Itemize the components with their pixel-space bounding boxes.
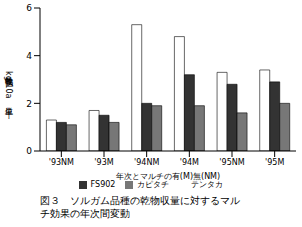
html-text:FS902: FS902 [90, 180, 116, 189]
svg-text:'94NM: '94NM [134, 158, 159, 167]
svg-text:'94M: '94M [180, 158, 199, 167]
html-text:テンタカ: テンタカ [191, 180, 224, 189]
svg-text:6: 6 [26, 3, 32, 13]
svg-text:0: 0 [26, 146, 32, 156]
svg-text:2: 2 [26, 99, 32, 109]
svg-text:年次とマルチの有(M)無(NM): 年次とマルチの有(M)無(NM) [116, 172, 220, 181]
html-text:カピタチ: カピタチ [137, 180, 170, 189]
svg-text:'93M: '93M [94, 158, 113, 167]
svg-text:'95NM: '95NM [219, 158, 244, 167]
svg-text:4: 4 [26, 51, 32, 61]
svg-text:'93NM: '93NM [49, 158, 74, 167]
html-text:図３ ソルガム品種の乾物収量に対するマルチ効果の年次間変動: 図３ ソルガム品種の乾物収量に対するマルチ効果の年次間変動 [40, 195, 240, 219]
svg-text:'95M: '95M [265, 158, 284, 167]
html-text:乾物収量kg/10a 単位 千: 乾物収量kg/10a 単位 千 [4, 70, 13, 104]
